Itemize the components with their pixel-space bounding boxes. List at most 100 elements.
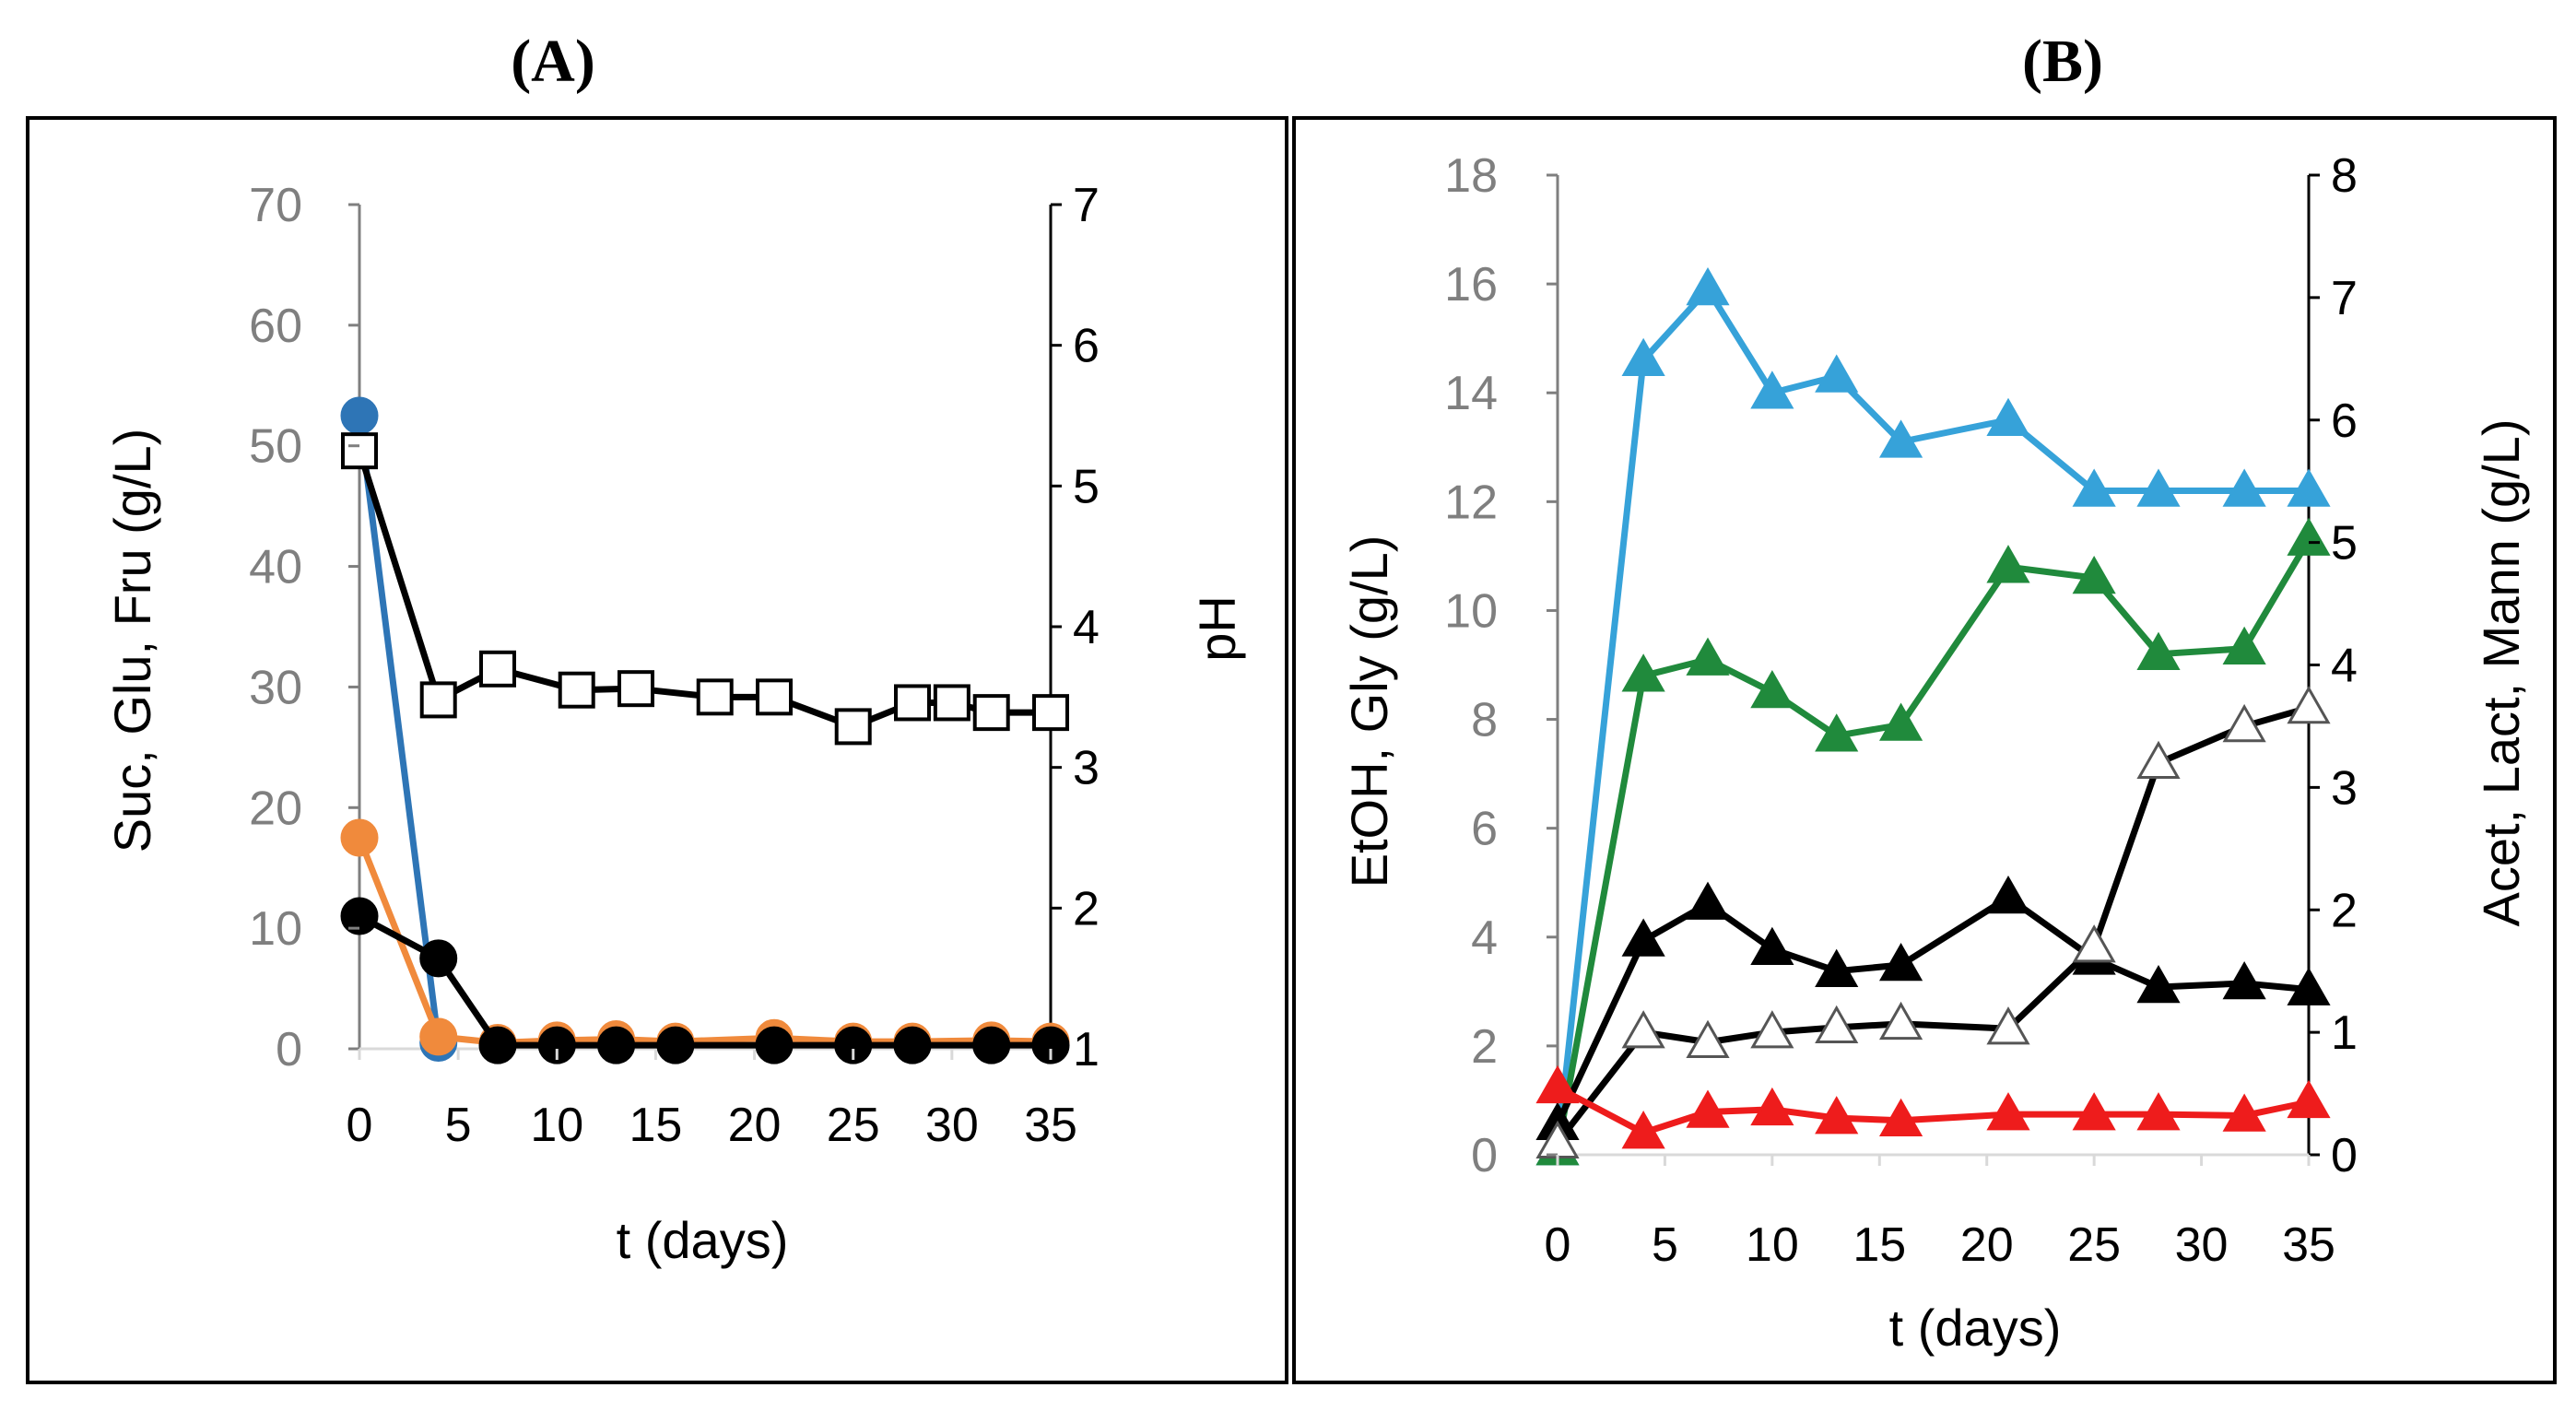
panel-a-right-axis-label: pH (1188, 595, 1246, 662)
panel-b-right-tick-label: 5 (2331, 517, 2358, 570)
panel-b-point-lactic-acid (1878, 1001, 1923, 1041)
panel-a-left-tick-label: 30 (249, 661, 302, 714)
panel-b-point-lactic-acid (2072, 924, 2116, 963)
panel-b-point-ethanol (1621, 337, 1665, 377)
panel-a-point-glucose (340, 897, 379, 935)
panel-a-x-tick-label: 0 (347, 1099, 373, 1152)
panel-b-left-tick-label: 4 (1471, 911, 1498, 965)
panel-b-point-ethanol (1686, 266, 1730, 306)
panel-b-left-tick-label: 18 (1444, 149, 1498, 203)
panel-b-point-acetic-acid (1878, 943, 1923, 982)
panel-b-point-glycerol (2222, 626, 2266, 665)
panel-b-point-acetic-acid (2222, 960, 2266, 1000)
panel-b-point-mannitol (1621, 1111, 1665, 1149)
panel-a-point-ph (618, 670, 654, 708)
panel-b-x-tick-label: 15 (1853, 1218, 1906, 1272)
panel-b-x-tick-label: 5 (1652, 1218, 1678, 1272)
panel-a-point-ph (558, 671, 595, 709)
panel-b-right-axis-label: Acet, Lact, Mann (g/L) (2472, 419, 2530, 927)
panel-a-x-axis-label: t (days) (617, 1211, 789, 1269)
panel-b-point-glycerol (1986, 545, 2030, 583)
panel-b-point-lactic-acid (1750, 1010, 1794, 1049)
panel-a-point-glucose (972, 1026, 1011, 1064)
panel-a-point-ph (894, 684, 931, 722)
panel-b-point-mannitol (2072, 1092, 2116, 1131)
panel-a-x-tick-label: 35 (1024, 1099, 1077, 1152)
panel-b-point-mannitol (1750, 1087, 1794, 1126)
panel-a-series-ph (341, 432, 1069, 746)
panel-b-right-tick-label: 7 (2331, 272, 2358, 325)
panel-b-point-acetic-acid (2287, 967, 2331, 1005)
panel-b-series-lactic-acid (1535, 685, 2331, 1158)
panel-a-point-glucose (834, 1026, 873, 1064)
panel-b-point-glycerol (1621, 653, 1665, 692)
panel-a-title: (A) (511, 28, 595, 95)
panel-a-point-ph (479, 650, 516, 688)
panel-b-point-glycerol (2136, 631, 2181, 670)
panel-b-title: (B) (2022, 28, 2103, 95)
panel-b-left-axis-label: EtOH, Gly (g/L) (1340, 535, 1398, 888)
panel-b-point-lactic-acid (1986, 1006, 2030, 1045)
panel-b-point-glycerol (2072, 555, 2116, 594)
panel-b-point-lactic-acid (1621, 1010, 1665, 1049)
panel-b-right-tick-label: 0 (2331, 1129, 2358, 1182)
panel-a-point-fructose (340, 818, 379, 857)
panel-a-point-sucrose (340, 396, 379, 435)
panel-a-left-tick-label: 40 (249, 541, 302, 594)
panel-b-point-glycerol (1878, 702, 1923, 741)
panel-b-point-glycerol (1815, 713, 1859, 752)
panel-a-series-glucose (340, 897, 1070, 1064)
panel-b-point-mannitol (1878, 1098, 1923, 1137)
panel-b-point-lactic-acid (1815, 1005, 1859, 1044)
panel-a-left-tick-label: 0 (276, 1023, 302, 1076)
panel-b-point-ethanol (1878, 419, 1923, 458)
panel-a-x-tick-label: 5 (445, 1099, 472, 1152)
panel-b-point-ethanol (2222, 468, 2266, 507)
panel-b-point-mannitol (2222, 1093, 2266, 1132)
panel-a-point-ph (696, 678, 734, 716)
panel-a-point-glucose (656, 1026, 695, 1064)
panel-a-right-tick-label: 2 (1073, 882, 1100, 935)
panel-b-x-tick-label: 30 (2175, 1218, 2229, 1272)
panel-b-left-tick-label: 0 (1471, 1129, 1498, 1182)
panel-b-point-ethanol (2287, 468, 2331, 507)
panel-a-x-tick-label: 10 (530, 1099, 583, 1152)
panel-b-x-tick-label: 25 (2067, 1218, 2121, 1272)
panel-a-point-glucose (755, 1026, 794, 1064)
panel-a-left-tick-label: 50 (249, 420, 302, 474)
panel-a-right-tick-label: 5 (1073, 460, 1100, 513)
panel-b-point-glycerol (2287, 517, 2331, 556)
panel-b-left-tick-label: 8 (1471, 694, 1498, 747)
panel-b-left-tick-label: 6 (1471, 803, 1498, 856)
panel-b-x-tick-label: 10 (1746, 1218, 1799, 1272)
panel-b-point-mannitol (2287, 1079, 2331, 1119)
panel-a-x-tick-label: 20 (728, 1099, 782, 1152)
panel-b-left-tick-label: 14 (1444, 367, 1498, 420)
panel-b-point-acetic-acid (1621, 918, 1665, 957)
panel-b-series-ethanol (1535, 266, 2331, 1166)
panel-a-left-tick-label: 60 (249, 300, 302, 353)
panel-a-point-ph (341, 432, 378, 470)
panel-b-left-tick-label: 12 (1444, 476, 1498, 529)
panel-b-point-lactic-acid (2287, 685, 2331, 724)
panel-b-left-tick-label: 16 (1444, 258, 1498, 312)
panel-a-point-glucose (478, 1026, 517, 1064)
panel-b-point-acetic-acid (1750, 926, 1794, 966)
panel-a-left-tick-label: 20 (249, 782, 302, 835)
panel-b-point-mannitol (2136, 1092, 2181, 1131)
panel-b-series-mannitol (1535, 1064, 2331, 1149)
panel-b-point-mannitol (1986, 1092, 2030, 1131)
panel-b-point-mannitol (1815, 1096, 1859, 1135)
panel-b-point-ethanol (2072, 468, 2116, 507)
panel-a-point-fructose (419, 1017, 458, 1056)
panel-b-point-acetic-acid (1686, 881, 1730, 920)
panel-a-x-tick-label: 15 (629, 1099, 683, 1152)
panel-a-point-ph (834, 708, 872, 746)
panel-b-point-lactic-acid (2222, 703, 2266, 743)
panel-a-left-tick-label: 70 (249, 179, 302, 232)
panel-b-right-tick-label: 8 (2331, 149, 2358, 203)
panel-a-frame (26, 116, 1288, 1384)
